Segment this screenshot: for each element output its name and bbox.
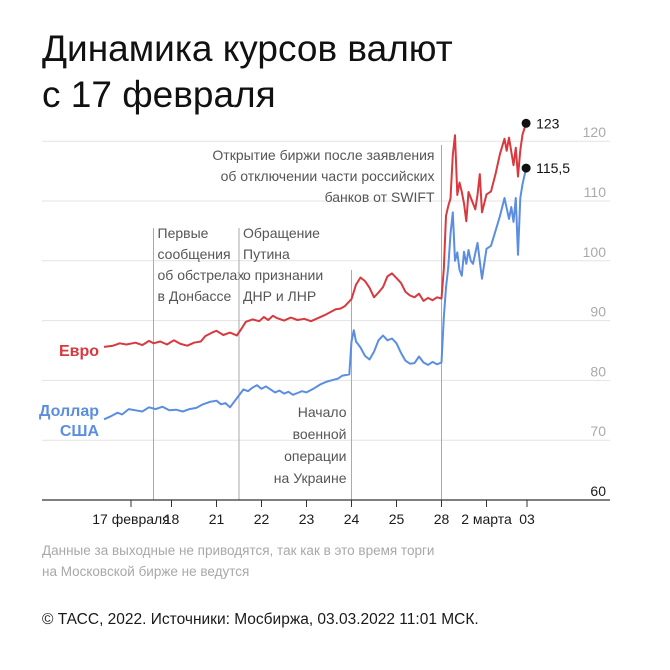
y-axis-labels: 60 70 80 90 100 110 120	[583, 124, 607, 499]
series-label-euro: Евро	[59, 343, 99, 360]
footnote: Данные за выходные не приводятся, так ка…	[42, 543, 435, 579]
x-tick-label: 21	[209, 511, 225, 527]
event-markers: Первые сообщения об обстрелах в ДонбассеОбр…	[153, 145, 442, 500]
x-tick-label: 2 марта	[461, 511, 512, 527]
x-tick-label: 28	[434, 511, 450, 527]
end-point-marker	[521, 163, 531, 173]
x-tick-label: 17 февраля	[92, 511, 170, 527]
end-value-labels: 123 115,5	[521, 115, 570, 176]
y-tick-label: 60	[590, 483, 606, 499]
series-line-usd	[103, 167, 528, 421]
x-tick-label: 22	[254, 511, 270, 527]
y-tick-label: 110	[584, 184, 607, 200]
x-tick-label: 03	[519, 511, 535, 527]
y-tick-label: 120	[583, 124, 607, 140]
series-line-euro	[103, 122, 528, 348]
end-value-label: 115,5	[536, 160, 570, 176]
x-tick-label: 24	[344, 511, 360, 527]
annotation-text: Открытие биржи после заявления об отключе…	[212, 147, 435, 205]
y-tick-label: 100	[583, 244, 607, 260]
end-point-marker	[521, 118, 531, 128]
copyright: © ТАСС, 2022. Источники: Мосбиржа, 03.03…	[42, 611, 479, 628]
chart-title: Динамика курсов валют с 17 февраля	[42, 28, 453, 115]
series-labels: Евро Доллар США	[39, 343, 99, 440]
y-tick-label: 90	[590, 304, 606, 320]
annotation-text: Обращение Путина о признании ДНР и ЛНР	[243, 225, 323, 304]
gridlines	[42, 140, 610, 441]
annotation-text: Начало военной операции на Украине	[274, 404, 347, 486]
x-tick-label: 23	[299, 511, 315, 527]
series-label-usd: Доллар США	[39, 403, 99, 440]
x-tick-label: 25	[389, 511, 405, 527]
annotation-text: Первые сообщения об обстрелах в Донбассе	[158, 225, 245, 304]
y-tick-label: 70	[590, 423, 606, 439]
series-lines	[103, 122, 528, 421]
y-tick-label: 80	[590, 363, 606, 379]
x-tick-label: 18	[164, 511, 180, 527]
end-value-label: 123	[536, 115, 560, 131]
